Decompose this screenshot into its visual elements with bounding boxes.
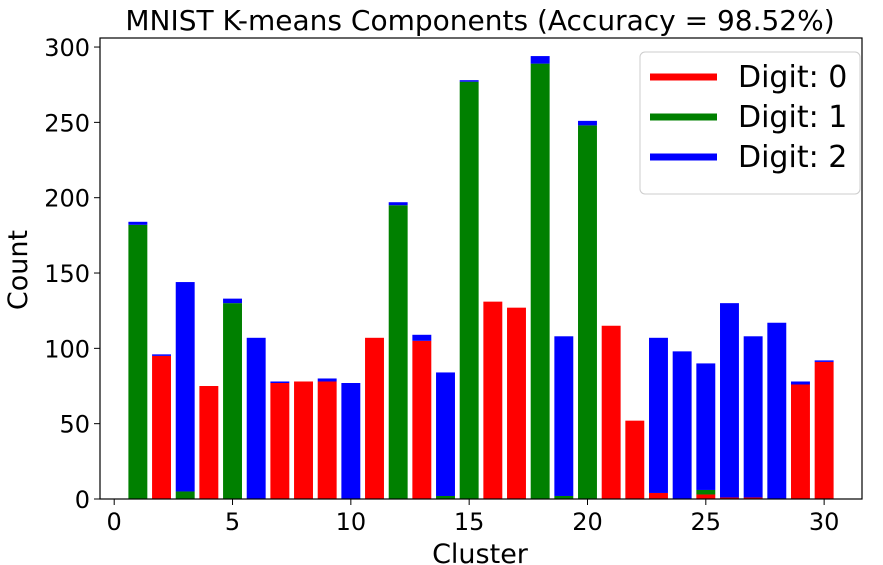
bar-cluster-9-digit-2 bbox=[317, 378, 337, 382]
bar-cluster-23-digit-2 bbox=[649, 337, 668, 493]
legend-label: Digit: 0 bbox=[738, 60, 847, 95]
bar-cluster-13-digit-0 bbox=[412, 340, 432, 499]
bars-group bbox=[128, 56, 834, 500]
bar-cluster-27-digit-2 bbox=[743, 336, 763, 498]
bar-cluster-30-digit-0 bbox=[814, 361, 834, 499]
y-tick-label: 250 bbox=[44, 109, 90, 137]
bar-cluster-28-digit-2 bbox=[767, 322, 787, 499]
bar-cluster-25-digit-1 bbox=[696, 489, 716, 495]
bar-cluster-19-digit-2 bbox=[554, 336, 574, 496]
bar-cluster-18-digit-1 bbox=[530, 63, 550, 500]
bar-cluster-15-digit-1 bbox=[459, 81, 479, 499]
bar-cluster-2-digit-0 bbox=[152, 355, 171, 499]
x-tick-label: 25 bbox=[691, 508, 722, 536]
y-tick-label: 0 bbox=[75, 486, 90, 514]
bar-cluster-25-digit-0 bbox=[696, 494, 716, 499]
bar-cluster-15-digit-2 bbox=[459, 80, 479, 82]
chart-title: MNIST K-means Components (Accuracy = 98.… bbox=[125, 4, 834, 37]
bar-cluster-2-digit-2 bbox=[152, 354, 171, 356]
legend-label: Digit: 2 bbox=[738, 140, 847, 175]
bar-cluster-12-digit-1 bbox=[388, 205, 408, 500]
y-tick-label: 100 bbox=[44, 335, 90, 363]
bar-cluster-14-digit-2 bbox=[436, 372, 455, 496]
bar-cluster-12-digit-2 bbox=[388, 202, 408, 206]
bar-cluster-6-digit-2 bbox=[246, 337, 266, 499]
bar-cluster-10-digit-2 bbox=[341, 383, 361, 499]
axes-group bbox=[99, 37, 863, 500]
bar-cluster-7-digit-0 bbox=[270, 383, 290, 499]
bar-cluster-3-digit-2 bbox=[175, 282, 195, 492]
y-tick-label: 150 bbox=[44, 260, 90, 288]
bar-cluster-20-digit-2 bbox=[578, 120, 597, 126]
bar-cluster-3-digit-1 bbox=[175, 491, 195, 499]
x-tick-label: 5 bbox=[225, 508, 240, 536]
y-axis-title: Count bbox=[3, 230, 34, 310]
y-tick-label: 200 bbox=[44, 185, 90, 213]
bar-cluster-26-digit-0 bbox=[720, 497, 739, 499]
bar-cluster-1-digit-1 bbox=[128, 224, 148, 499]
x-tick-label: 20 bbox=[572, 508, 603, 536]
legend: Digit: 0 Digit: 1 Digit: 2 bbox=[639, 51, 861, 195]
bar-cluster-29-digit-2 bbox=[791, 381, 810, 385]
bar-cluster-25-digit-2 bbox=[696, 363, 716, 490]
y-tick-label: 300 bbox=[44, 34, 90, 62]
bar-cluster-23-digit-0 bbox=[649, 492, 668, 499]
bar-cluster-27-digit-0 bbox=[743, 497, 763, 499]
bar-cluster-13-digit-2 bbox=[412, 334, 432, 341]
y-tick-label: 50 bbox=[59, 411, 90, 439]
x-tick-label: 30 bbox=[809, 508, 840, 536]
bar-cluster-1-digit-2 bbox=[128, 221, 148, 225]
x-axis-title: Cluster bbox=[432, 539, 529, 565]
bar-cluster-9-digit-0 bbox=[317, 381, 337, 499]
bar-cluster-26-digit-2 bbox=[720, 303, 739, 498]
bar-cluster-11-digit-0 bbox=[365, 337, 384, 499]
plot-frame bbox=[99, 37, 863, 500]
x-tick-label: 10 bbox=[336, 508, 367, 536]
bar-cluster-30-digit-2 bbox=[814, 360, 834, 362]
bar-cluster-24-digit-2 bbox=[672, 351, 692, 499]
x-tick-label: 0 bbox=[107, 508, 122, 536]
bar-cluster-20-digit-1 bbox=[578, 125, 597, 499]
bar-cluster-5-digit-2 bbox=[223, 298, 242, 304]
bar-cluster-4-digit-0 bbox=[199, 386, 219, 499]
bar-cluster-19-digit-1 bbox=[554, 495, 574, 499]
bar-cluster-17-digit-0 bbox=[507, 307, 526, 499]
bar-cluster-14-digit-1 bbox=[436, 495, 455, 499]
legend-label: Digit: 1 bbox=[738, 100, 847, 135]
bar-cluster-22-digit-0 bbox=[625, 420, 645, 499]
bar-cluster-21-digit-0 bbox=[601, 325, 621, 499]
bar-cluster-29-digit-0 bbox=[791, 384, 810, 499]
x-tick-label: 15 bbox=[454, 508, 485, 536]
bar-cluster-5-digit-1 bbox=[223, 303, 242, 499]
bar-cluster-7-digit-2 bbox=[270, 381, 290, 383]
bar-cluster-8-digit-0 bbox=[294, 381, 313, 499]
bar-cluster-18-digit-2 bbox=[530, 56, 550, 64]
bar-cluster-16-digit-0 bbox=[483, 301, 503, 499]
